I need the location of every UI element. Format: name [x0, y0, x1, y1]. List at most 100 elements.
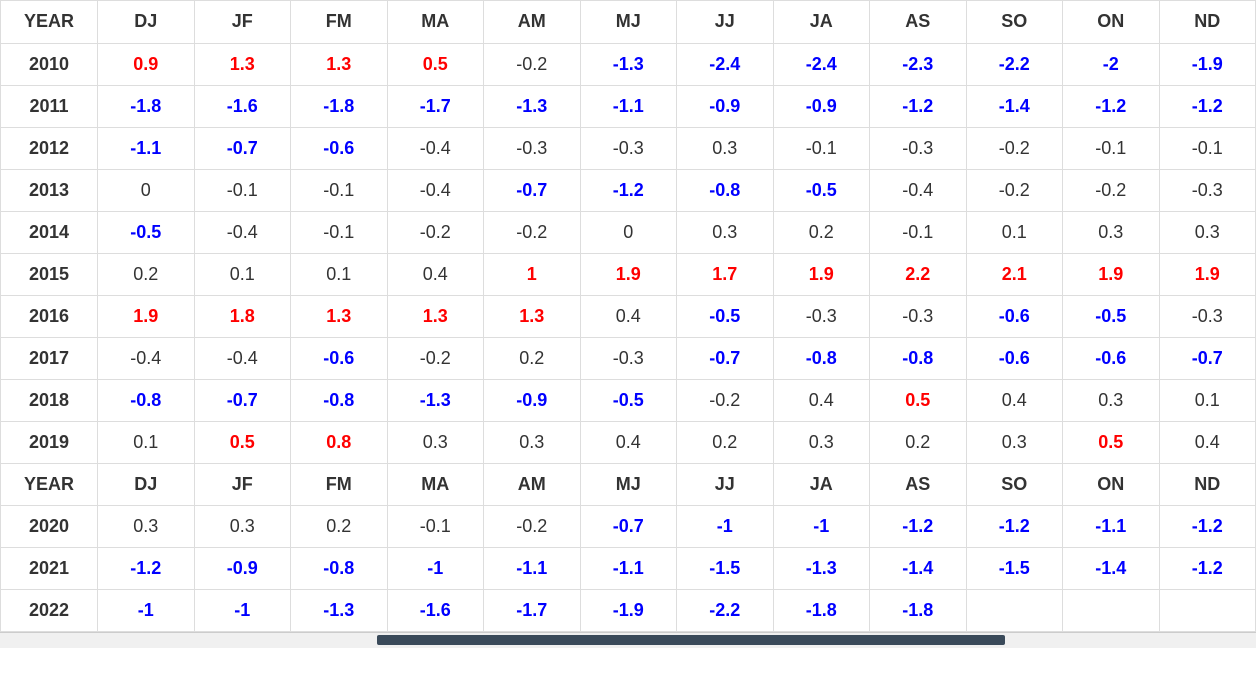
header-row: YEARDJJFFMMAAMMJJJJAASSOONND — [1, 463, 1256, 505]
value-cell — [966, 589, 1063, 631]
value-cell: -0.6 — [1063, 337, 1160, 379]
value-cell: -0.3 — [870, 127, 967, 169]
value-cell: -1.7 — [387, 85, 484, 127]
value-cell: -0.4 — [194, 211, 291, 253]
value-cell: -0.1 — [291, 211, 388, 253]
table-row: 20161.91.81.31.31.30.4-0.5-0.3-0.3-0.6-0… — [1, 295, 1256, 337]
value-cell: 1.3 — [291, 43, 388, 85]
value-cell: -1.5 — [677, 547, 774, 589]
value-cell: -0.6 — [966, 337, 1063, 379]
col-header: DJ — [98, 1, 195, 43]
value-cell: 0.2 — [677, 421, 774, 463]
value-cell: -1.2 — [98, 547, 195, 589]
year-cell: 2016 — [1, 295, 98, 337]
value-cell: 2.2 — [870, 253, 967, 295]
value-cell: 0.1 — [291, 253, 388, 295]
horizontal-scrollbar[interactable] — [0, 632, 1256, 648]
value-cell: -1.3 — [580, 43, 677, 85]
year-cell: 2012 — [1, 127, 98, 169]
value-cell: -1.2 — [1159, 85, 1256, 127]
value-cell: -0.5 — [677, 295, 774, 337]
value-cell: 1.3 — [291, 295, 388, 337]
col-header: SO — [966, 463, 1063, 505]
value-cell: 0.2 — [98, 253, 195, 295]
value-cell: 0.3 — [773, 421, 870, 463]
value-cell: -0.1 — [387, 505, 484, 547]
value-cell: -0.3 — [484, 127, 581, 169]
value-cell: -0.4 — [98, 337, 195, 379]
col-header: ON — [1063, 463, 1160, 505]
value-cell: -1.8 — [291, 85, 388, 127]
data-table: YEARDJJFFMMAAMMJJJJAASSOONND20100.91.31.… — [1, 1, 1256, 632]
value-cell: -0.6 — [291, 127, 388, 169]
data-table-container: YEARDJJFFMMAAMMJJJJAASSOONND20100.91.31.… — [0, 0, 1256, 632]
value-cell: -0.3 — [580, 337, 677, 379]
col-header: ND — [1159, 1, 1256, 43]
value-cell: 0.2 — [484, 337, 581, 379]
value-cell — [1159, 589, 1256, 631]
year-cell: 2013 — [1, 169, 98, 211]
value-cell: 1.9 — [98, 295, 195, 337]
value-cell: -1.2 — [966, 505, 1063, 547]
col-header: MJ — [580, 463, 677, 505]
value-cell: -0.5 — [98, 211, 195, 253]
value-cell: -0.2 — [966, 127, 1063, 169]
value-cell: -1.1 — [484, 547, 581, 589]
value-cell: 0.4 — [773, 379, 870, 421]
value-cell: -0.4 — [194, 337, 291, 379]
value-cell: 0.1 — [98, 421, 195, 463]
table-row: 2017-0.4-0.4-0.6-0.20.2-0.3-0.7-0.8-0.8-… — [1, 337, 1256, 379]
value-cell: -1.6 — [194, 85, 291, 127]
value-cell: -0.5 — [1063, 295, 1160, 337]
value-cell: 1.9 — [773, 253, 870, 295]
year-cell: 2017 — [1, 337, 98, 379]
year-cell: 2022 — [1, 589, 98, 631]
value-cell: 0.3 — [966, 421, 1063, 463]
value-cell: 1 — [484, 253, 581, 295]
value-cell — [1063, 589, 1160, 631]
value-cell: -0.7 — [194, 127, 291, 169]
value-cell: -2.4 — [677, 43, 774, 85]
value-cell: -0.2 — [677, 379, 774, 421]
value-cell: 0.1 — [966, 211, 1063, 253]
value-cell: -0.7 — [677, 337, 774, 379]
value-cell: -1 — [98, 589, 195, 631]
col-header: ND — [1159, 463, 1256, 505]
value-cell: -0.2 — [484, 505, 581, 547]
value-cell: -0.1 — [291, 169, 388, 211]
value-cell: -0.5 — [773, 169, 870, 211]
year-cell: 2010 — [1, 43, 98, 85]
value-cell: 0.2 — [773, 211, 870, 253]
table-row: 20130-0.1-0.1-0.4-0.7-1.2-0.8-0.5-0.4-0.… — [1, 169, 1256, 211]
value-cell: 1.9 — [1063, 253, 1160, 295]
value-cell: -1.2 — [1063, 85, 1160, 127]
value-cell: -0.1 — [1063, 127, 1160, 169]
value-cell: -0.1 — [194, 169, 291, 211]
table-row: 20100.91.31.30.5-0.2-1.3-2.4-2.4-2.3-2.2… — [1, 43, 1256, 85]
value-cell: 0.3 — [1063, 379, 1160, 421]
value-cell: -0.8 — [773, 337, 870, 379]
value-cell: 0.4 — [387, 253, 484, 295]
value-cell: -1.6 — [387, 589, 484, 631]
value-cell: -0.2 — [484, 43, 581, 85]
col-header: AM — [484, 463, 581, 505]
year-cell: 2021 — [1, 547, 98, 589]
value-cell: -1.8 — [870, 589, 967, 631]
value-cell: 1.8 — [194, 295, 291, 337]
value-cell: 1.9 — [1159, 253, 1256, 295]
table-row: 20150.20.10.10.411.91.71.92.22.11.91.9 — [1, 253, 1256, 295]
value-cell: 0.4 — [580, 421, 677, 463]
value-cell: -1.2 — [1159, 547, 1256, 589]
value-cell: 0.4 — [580, 295, 677, 337]
value-cell: -0.8 — [291, 379, 388, 421]
col-header: FM — [291, 1, 388, 43]
value-cell: -0.3 — [773, 295, 870, 337]
value-cell: -2 — [1063, 43, 1160, 85]
value-cell: 0.5 — [194, 421, 291, 463]
value-cell: -1.2 — [1159, 505, 1256, 547]
year-cell: 2019 — [1, 421, 98, 463]
table-row: 2012-1.1-0.7-0.6-0.4-0.3-0.30.3-0.1-0.3-… — [1, 127, 1256, 169]
col-header: YEAR — [1, 463, 98, 505]
year-cell: 2015 — [1, 253, 98, 295]
value-cell: -0.3 — [870, 295, 967, 337]
